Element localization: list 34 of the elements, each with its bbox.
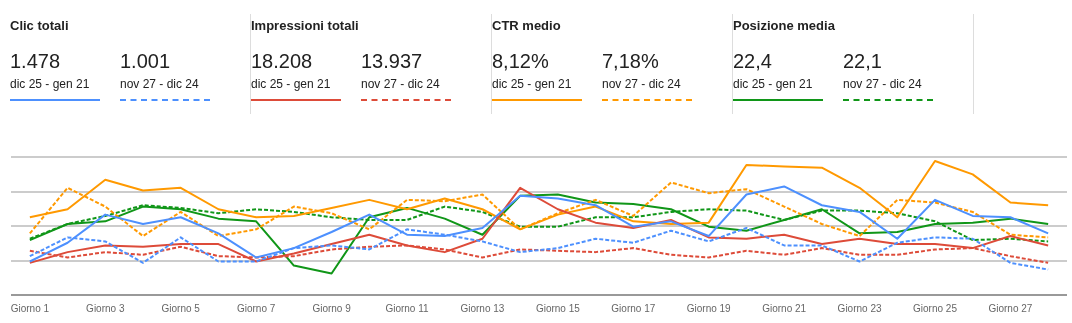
text: nov 27 - dic 24	[602, 77, 682, 91]
text: nov 27 - dic 24	[120, 77, 200, 91]
x-tick-label: Giorno 11	[385, 302, 430, 314]
x-tick-label: Giorno 3	[86, 302, 125, 314]
x-tick-label: Giorno 25	[913, 302, 958, 314]
text: dic 25 - gen 21	[251, 77, 332, 91]
text: 22,4	[733, 50, 773, 73]
x-tick-label: Giorno 5	[161, 302, 201, 314]
text: Clic totali	[10, 18, 70, 35]
x-tick-label: Giorno 13	[460, 302, 505, 314]
text: 1.001	[120, 50, 172, 73]
text: 8,12%	[492, 50, 550, 73]
x-tick-label: Giorno 15	[535, 302, 581, 314]
text: dic 25 - gen 21	[10, 77, 91, 91]
x-tick-label: Giorno 7	[236, 302, 276, 314]
x-tick-label: Giorno 1	[10, 302, 50, 314]
text: Posizione media	[733, 18, 836, 35]
text: nov 27 - dic 24	[361, 77, 441, 91]
text: CTR medio	[492, 18, 562, 35]
text: dic 25 - gen 21	[733, 77, 814, 91]
text: 7,18%	[602, 50, 660, 73]
text: Impressioni totali	[251, 18, 360, 35]
text: 22,1	[843, 50, 883, 73]
text: 18.208	[251, 50, 314, 73]
x-tick-label: Giorno 19	[686, 302, 732, 314]
x-tick-label: Giorno 27	[988, 302, 1033, 314]
x-tick-label: Giorno 21	[762, 302, 807, 314]
text: nov 27 - dic 24	[843, 77, 923, 91]
text: 13.937	[361, 50, 424, 73]
text: dic 25 - gen 21	[492, 77, 573, 91]
text: 1.478	[10, 50, 62, 73]
x-tick-label: Giorno 9	[312, 302, 352, 314]
x-tick-label: Giorno 17	[611, 302, 656, 314]
x-tick-label: Giorno 23	[837, 302, 882, 314]
